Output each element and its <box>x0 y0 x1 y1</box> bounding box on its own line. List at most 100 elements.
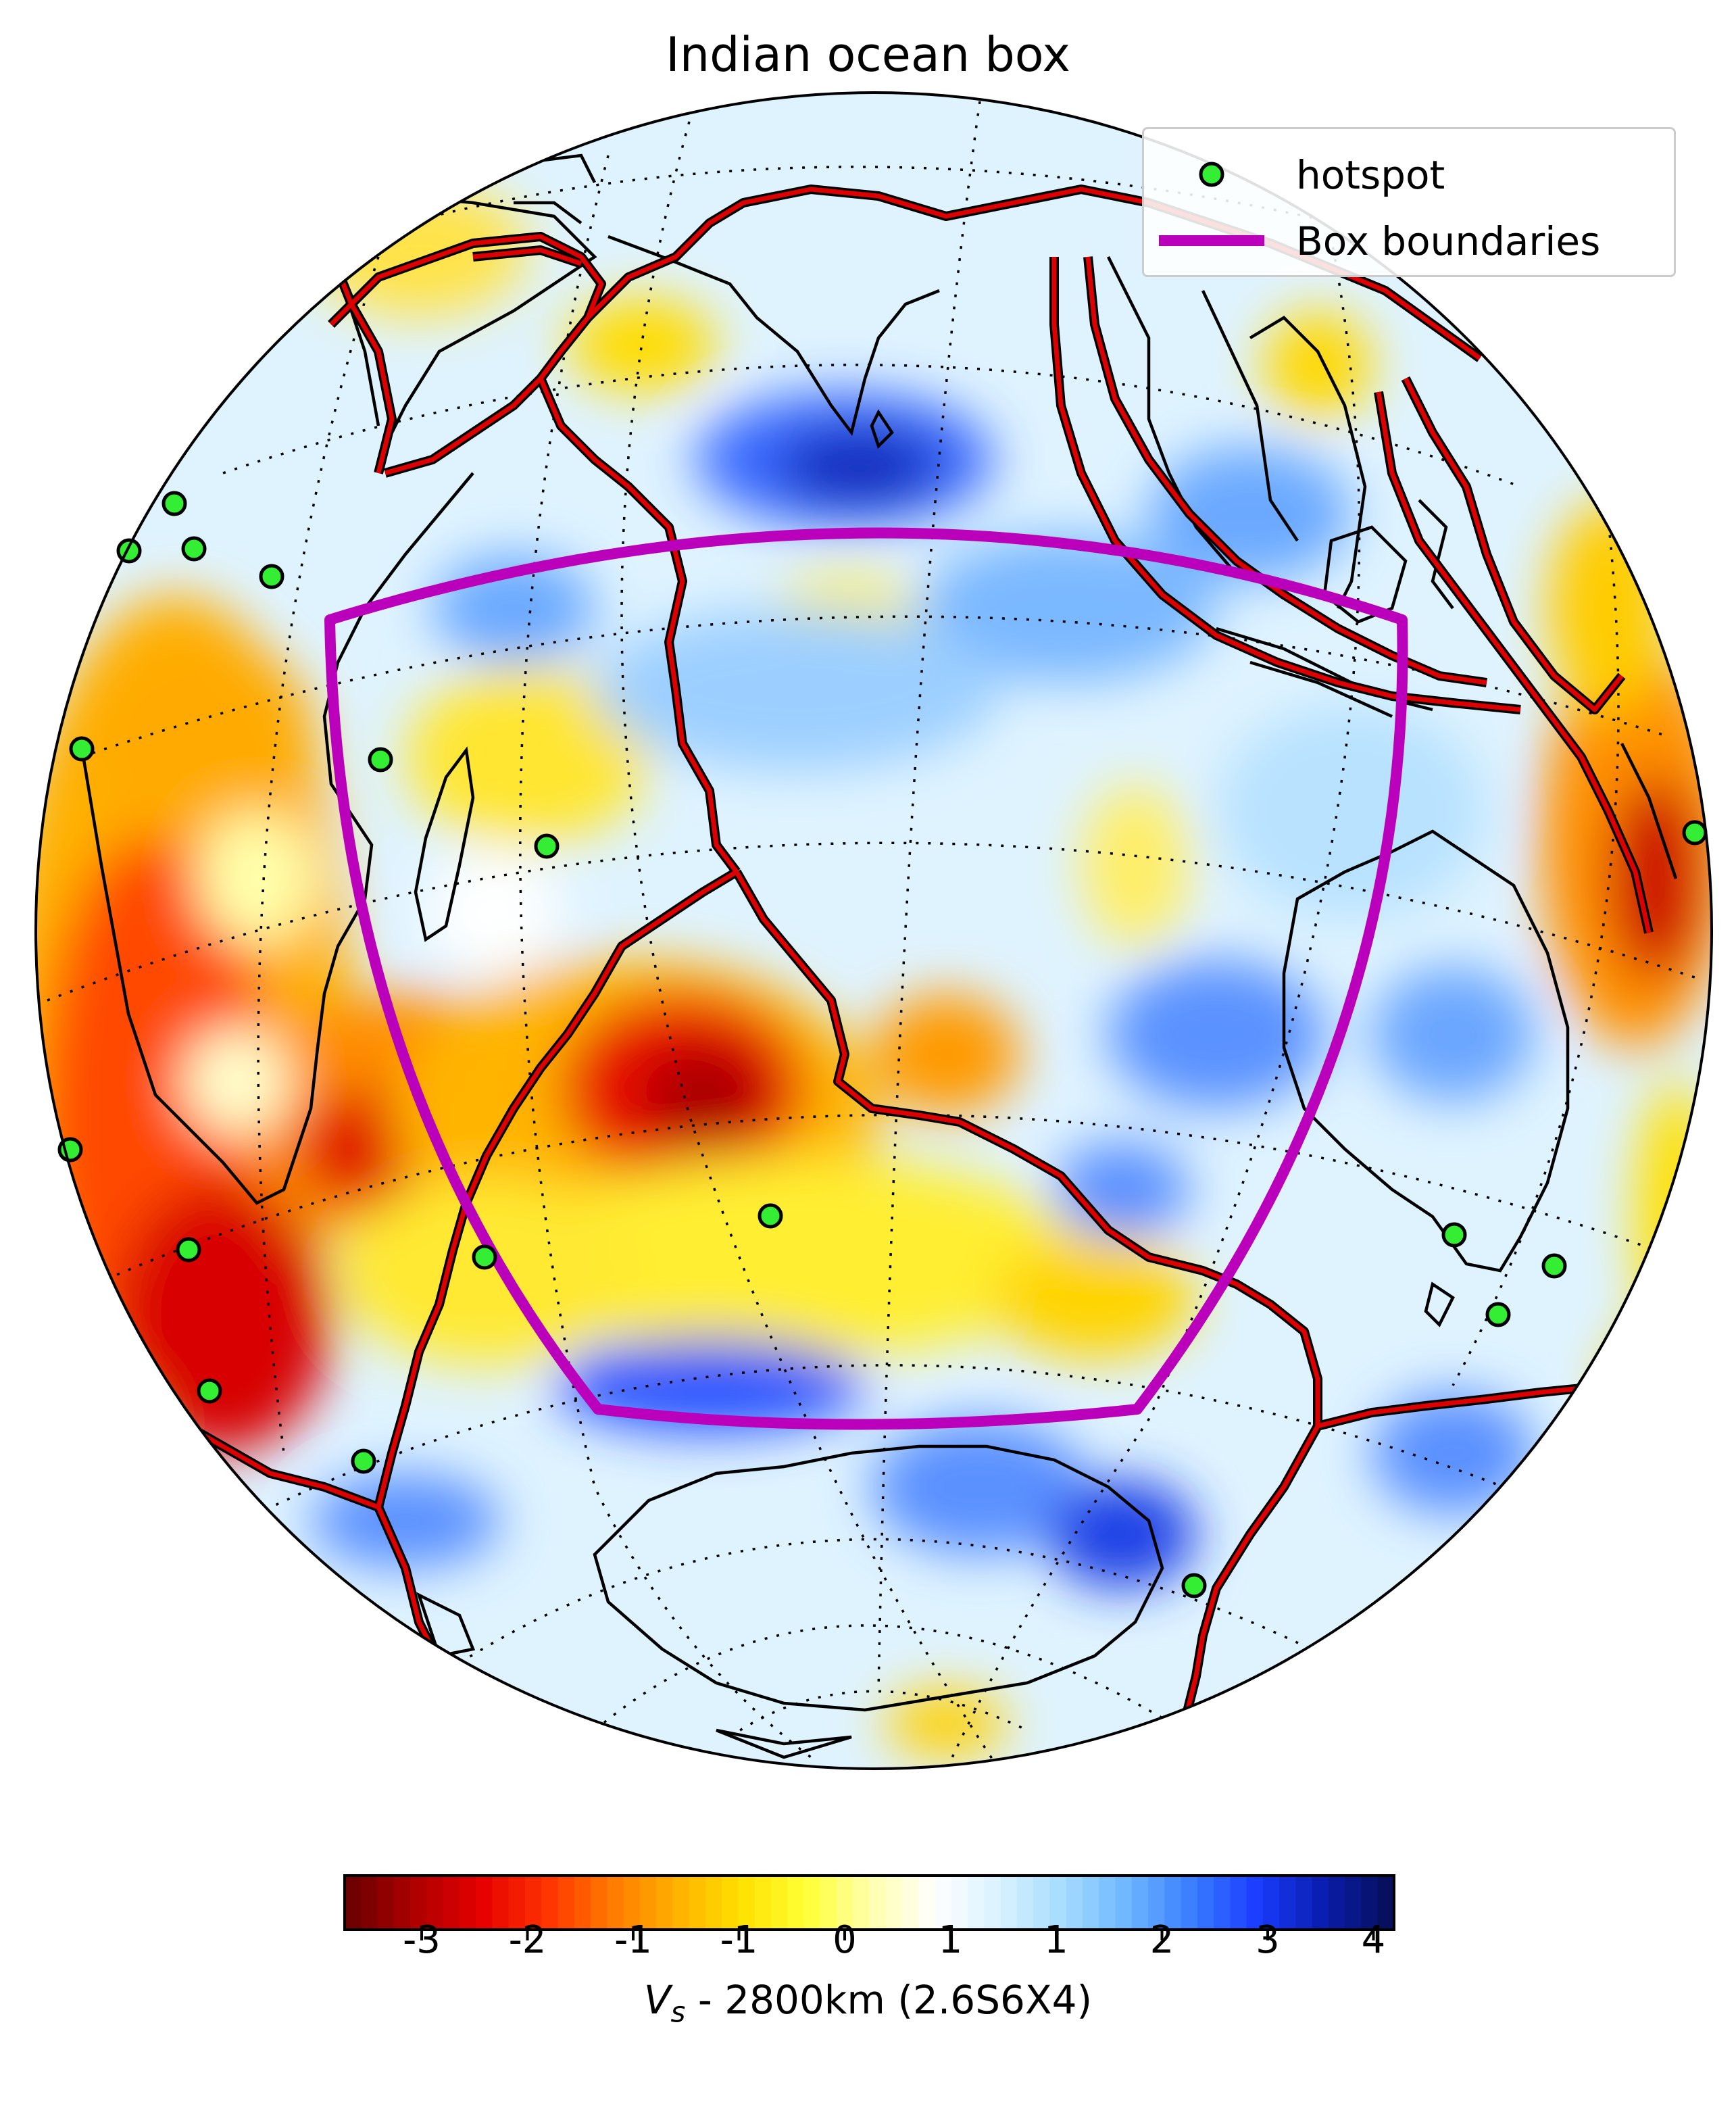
colorbar-cell <box>853 1876 870 1930</box>
colorbar-cell <box>705 1876 722 1930</box>
colorbar-cell <box>1197 1876 1214 1930</box>
hotspot-marker <box>259 564 284 589</box>
colorbar-cell <box>1246 1876 1264 1930</box>
colorbar-cell <box>459 1876 476 1930</box>
legend-row-box: Box boundaries <box>1144 210 1674 271</box>
colorbar-tick-label: -1 <box>614 1918 652 1962</box>
legend-hotspot-label: hotspot <box>1296 152 1445 198</box>
box-boundaries <box>324 527 1408 1430</box>
colorbar-cell <box>803 1876 821 1930</box>
box-line-legend-icon <box>1159 235 1264 246</box>
hotspot-marker <box>1441 1222 1467 1248</box>
colorbar-cell <box>770 1876 788 1930</box>
colorbar-cell <box>492 1876 510 1930</box>
colorbar-label-suffix: - 2800km (2.6S6X4) <box>685 1977 1093 2023</box>
colorbar-tick-label: 3 <box>1256 1918 1280 1962</box>
colorbar-cell <box>836 1876 853 1930</box>
colorbar-cell <box>443 1876 460 1930</box>
colorbar-cell <box>557 1876 575 1930</box>
colorbar-cell <box>1016 1876 1034 1930</box>
colorbar-cell <box>476 1876 493 1930</box>
hotspot-marker <box>1485 1302 1511 1327</box>
colorbar-cell <box>1115 1876 1133 1930</box>
colorbar-cell <box>722 1876 739 1930</box>
colorbar-cell <box>689 1876 706 1930</box>
hotspot-marker <box>758 1203 783 1229</box>
colorbar-cell <box>984 1876 1001 1930</box>
colorbar-tick-label: 1 <box>1044 1918 1068 1962</box>
colorbar-cell <box>1312 1876 1329 1930</box>
colorbar-cell <box>639 1876 657 1930</box>
hotspots <box>57 491 1708 1598</box>
globe-outline <box>34 91 1713 1770</box>
colorbar <box>343 1874 1395 1940</box>
colorbar-cell <box>885 1876 903 1930</box>
hotspot-marker <box>1541 1253 1567 1279</box>
hotspot-marker <box>197 1378 222 1404</box>
hotspot-marker <box>534 833 560 859</box>
colorbar-cell <box>1066 1876 1083 1930</box>
colorbar-cell <box>377 1876 395 1930</box>
colorbar-cell <box>1361 1876 1379 1930</box>
colorbar-cell <box>820 1876 837 1930</box>
colorbar-tick-label: 4 <box>1361 1918 1386 1962</box>
colorbar-tick-label: -1 <box>720 1918 758 1962</box>
colorbar-tick-label: -2 <box>508 1918 547 1962</box>
legend-row-hotspot: hotspot <box>1144 144 1674 205</box>
colorbar-cell <box>426 1876 444 1930</box>
hotspot-marker <box>57 1137 83 1163</box>
colorbar-cell <box>1328 1876 1345 1930</box>
map-title: Indian ocean box <box>666 27 1070 82</box>
hotspot-marker <box>1682 820 1708 846</box>
colorbar-cell <box>1033 1876 1051 1930</box>
hotspot-marker <box>351 1448 376 1474</box>
colorbar-cell <box>672 1876 690 1930</box>
legend-box-label: Box boundaries <box>1296 218 1601 264</box>
colorbar-cell <box>393 1876 411 1930</box>
hotspot-marker <box>176 1237 201 1263</box>
colorbar-label-subscript: s <box>670 1995 686 2029</box>
colorbar-cell <box>754 1876 772 1930</box>
colorbar-cell <box>918 1876 936 1930</box>
colorbar-cell <box>787 1876 805 1930</box>
colorbar-cell <box>1049 1876 1067 1930</box>
colorbar-cell <box>508 1876 526 1930</box>
colorbar-cell <box>1099 1876 1116 1930</box>
colorbar-cell <box>1214 1876 1231 1930</box>
hotspot-legend-icon <box>1199 162 1224 187</box>
legend: hotspot Box boundaries <box>1142 127 1676 277</box>
colorbar-cell <box>623 1876 641 1930</box>
hotspot-marker <box>472 1244 497 1270</box>
colorbar-tick-label: 0 <box>833 1918 857 1962</box>
colorbar-tick-label: 2 <box>1149 1918 1174 1962</box>
colorbar-cell <box>1164 1876 1182 1930</box>
hotspot-marker <box>368 747 393 773</box>
colorbar-cell <box>1295 1876 1313 1930</box>
colorbar-cell <box>1279 1876 1297 1930</box>
colorbar-cell <box>1230 1876 1247 1930</box>
colorbar-cell <box>951 1876 968 1930</box>
colorbar-cell <box>574 1876 591 1930</box>
colorbar-label: Vs - 2800km (2.6S6X4) <box>0 1977 1736 2029</box>
colorbar-tick-label: 1 <box>938 1918 963 1962</box>
colorbar-cell <box>607 1876 624 1930</box>
colorbar-cell <box>1345 1876 1362 1930</box>
hotspot-marker <box>181 536 207 562</box>
colorbar-cell <box>869 1876 887 1930</box>
colorbar-cell <box>1377 1876 1395 1930</box>
colorbar-cell <box>738 1876 755 1930</box>
colorbar-cell <box>935 1876 952 1930</box>
colorbar-cell <box>1181 1876 1198 1930</box>
colorbar-cell <box>345 1876 362 1930</box>
colorbar-cell <box>1000 1876 1018 1930</box>
colorbar-cell <box>902 1876 919 1930</box>
hotspot-marker <box>162 491 187 516</box>
colorbar-cell <box>968 1876 985 1930</box>
colorbar-cell <box>361 1876 378 1930</box>
hotspot-marker <box>69 736 95 762</box>
colorbar-label-prefix: V <box>643 1977 671 2023</box>
colorbar-cell <box>524 1876 542 1930</box>
colorbar-cell <box>1148 1876 1165 1930</box>
